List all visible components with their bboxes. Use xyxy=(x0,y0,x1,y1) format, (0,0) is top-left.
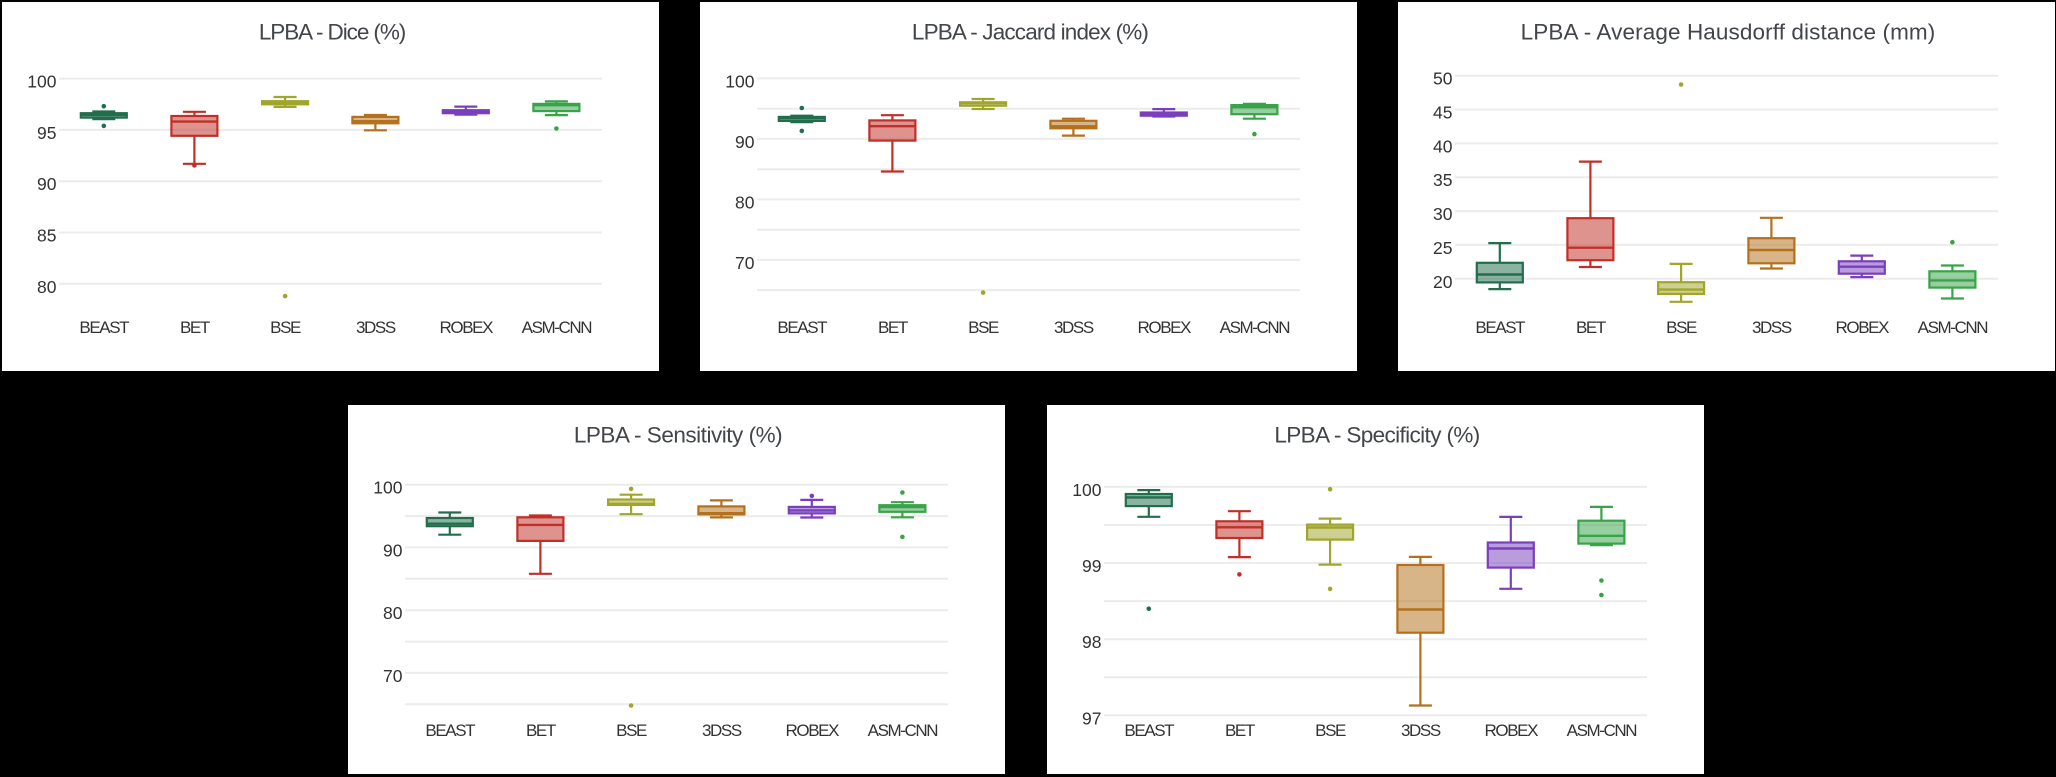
svg-text:ROBEX: ROBEX xyxy=(786,721,840,740)
svg-text:LPBA - Sensitivity (%): LPBA - Sensitivity (%) xyxy=(574,423,782,448)
svg-text:BSE: BSE xyxy=(1666,318,1697,337)
svg-text:100: 100 xyxy=(1072,480,1101,500)
svg-text:100: 100 xyxy=(725,71,754,91)
svg-text:80: 80 xyxy=(383,603,403,623)
svg-text:ASM-CNN: ASM-CNN xyxy=(1918,318,1988,337)
svg-text:LPBA - Specificity (%): LPBA - Specificity (%) xyxy=(1274,423,1479,448)
svg-text:80: 80 xyxy=(37,277,57,297)
svg-text:LPBA - Jaccard index (%): LPBA - Jaccard index (%) xyxy=(912,20,1149,45)
svg-text:LPBA - Dice (%): LPBA - Dice (%) xyxy=(259,20,406,45)
svg-text:97: 97 xyxy=(1082,708,1101,728)
svg-text:BEAST: BEAST xyxy=(1475,318,1525,337)
svg-text:25: 25 xyxy=(1433,238,1452,258)
svg-text:ROBEX: ROBEX xyxy=(1485,721,1539,740)
svg-text:90: 90 xyxy=(735,132,755,152)
svg-text:ROBEX: ROBEX xyxy=(1138,318,1192,337)
svg-text:BSE: BSE xyxy=(968,318,999,337)
svg-text:45: 45 xyxy=(1433,103,1452,123)
svg-text:3DSS: 3DSS xyxy=(702,721,742,740)
svg-text:80: 80 xyxy=(735,192,755,212)
svg-text:100: 100 xyxy=(373,478,402,498)
svg-text:BEAST: BEAST xyxy=(777,318,827,337)
svg-text:BEAST: BEAST xyxy=(425,721,475,740)
svg-text:70: 70 xyxy=(735,253,755,273)
svg-text:35: 35 xyxy=(1433,170,1452,190)
svg-text:3DSS: 3DSS xyxy=(356,318,396,337)
svg-text:ROBEX: ROBEX xyxy=(1836,318,1890,337)
svg-text:BET: BET xyxy=(878,318,908,337)
svg-text:LPBA - Average Hausdorff dista: LPBA - Average Hausdorff distance (mm) xyxy=(1521,20,1936,45)
svg-text:20: 20 xyxy=(1433,272,1453,292)
svg-text:99: 99 xyxy=(1082,556,1101,576)
svg-text:BEAST: BEAST xyxy=(1124,721,1174,740)
svg-text:BET: BET xyxy=(1576,318,1606,337)
svg-text:3DSS: 3DSS xyxy=(1054,318,1094,337)
svg-text:ASM-CNN: ASM-CNN xyxy=(522,318,592,337)
svg-text:BET: BET xyxy=(180,318,210,337)
svg-text:98: 98 xyxy=(1082,632,1101,652)
svg-text:BSE: BSE xyxy=(1315,721,1346,740)
svg-text:BET: BET xyxy=(1225,721,1255,740)
svg-text:ROBEX: ROBEX xyxy=(440,318,494,337)
svg-text:BEAST: BEAST xyxy=(79,318,129,337)
svg-text:ASM-CNN: ASM-CNN xyxy=(1567,721,1637,740)
svg-text:BSE: BSE xyxy=(270,318,301,337)
svg-text:90: 90 xyxy=(383,540,403,560)
svg-text:ASM-CNN: ASM-CNN xyxy=(868,721,938,740)
svg-text:70: 70 xyxy=(383,666,403,686)
svg-text:50: 50 xyxy=(1433,69,1453,89)
svg-text:40: 40 xyxy=(1433,136,1453,156)
svg-text:85: 85 xyxy=(37,226,56,246)
svg-text:BET: BET xyxy=(526,721,556,740)
svg-text:90: 90 xyxy=(37,174,57,194)
svg-text:30: 30 xyxy=(1433,204,1453,224)
svg-text:ASM-CNN: ASM-CNN xyxy=(1220,318,1290,337)
svg-text:95: 95 xyxy=(37,123,56,143)
svg-text:100: 100 xyxy=(27,72,56,92)
svg-text:3DSS: 3DSS xyxy=(1752,318,1792,337)
svg-text:3DSS: 3DSS xyxy=(1401,721,1441,740)
svg-text:BSE: BSE xyxy=(616,721,647,740)
